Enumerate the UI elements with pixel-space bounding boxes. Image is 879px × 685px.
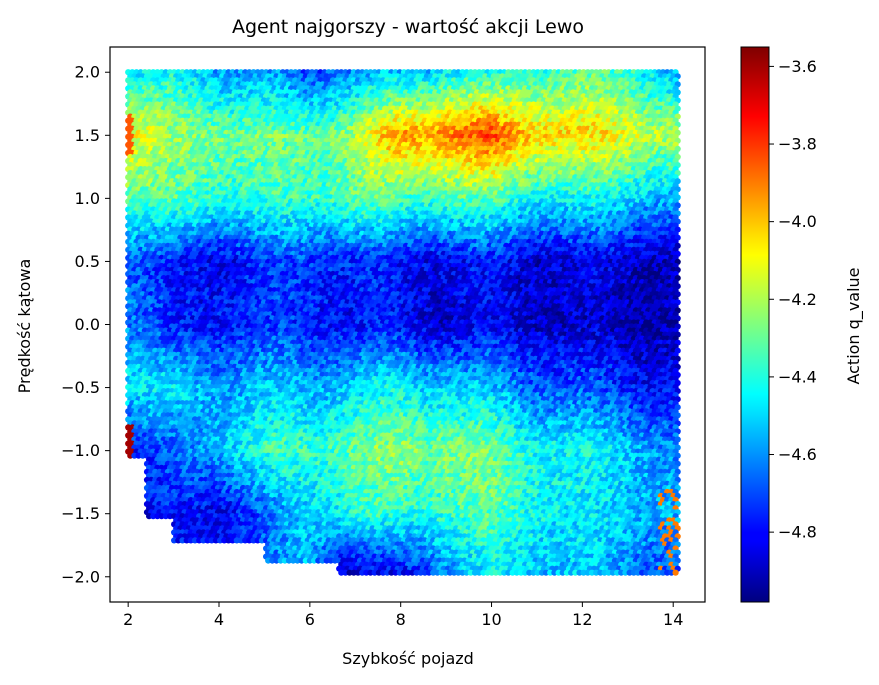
heatmap-points — [125, 69, 681, 576]
chart-title: Agent najgorszy - wartość akcji Lewo — [232, 16, 584, 38]
